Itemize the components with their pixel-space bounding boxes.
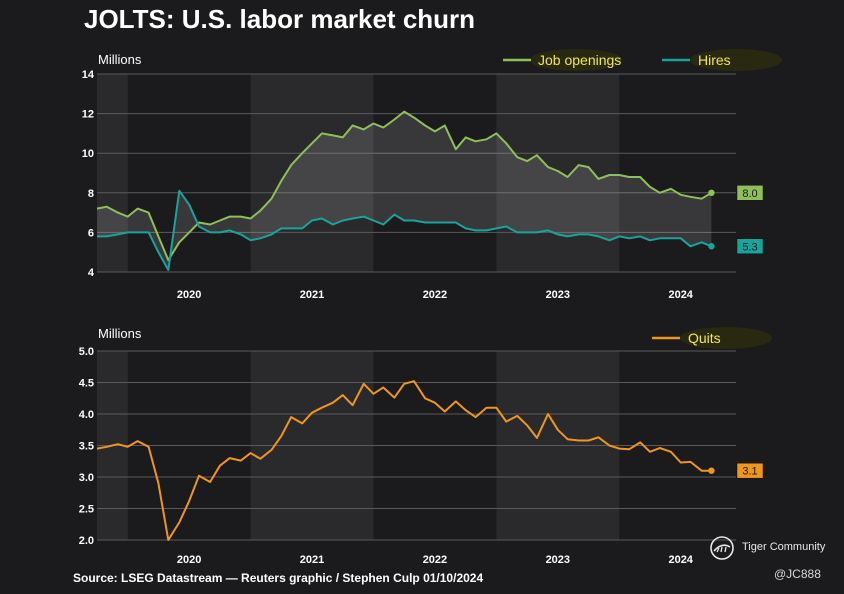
x-tick-label: 2021 <box>300 554 324 566</box>
y-tick-label: 3.5 <box>79 441 94 453</box>
y-tick-label: 4.5 <box>79 378 94 390</box>
hires-line <box>97 189 712 271</box>
y-tick-label: 10 <box>82 148 94 160</box>
x-tick-label: 2024 <box>668 554 693 566</box>
quits-end-label: 3.1 <box>742 466 757 478</box>
x-tick-label: 2023 <box>546 554 570 566</box>
job-openings-legend-label: Job openings <box>538 52 621 68</box>
chart-title: JOLTS: U.S. labor market churn <box>84 4 476 34</box>
user-handle: @JC888 <box>774 567 821 581</box>
y-tick-label: 2.5 <box>79 504 94 516</box>
shaded-band-0 <box>97 74 128 272</box>
source-note: Source: LSEG Datastream — Reuters graphi… <box>73 571 484 585</box>
x-tick-label: 2022 <box>423 554 447 566</box>
quits-legend-label: Quits <box>688 330 721 346</box>
x-tick-label: 2020 <box>177 289 201 301</box>
y-tick-label: 6 <box>88 227 94 239</box>
job-openings-end-label: 8.0 <box>742 188 757 200</box>
hires-end-point <box>708 243 715 250</box>
job-openings-end-label-box <box>736 185 764 201</box>
y-tick-label: 8 <box>88 188 94 200</box>
quits-legend-highlight <box>680 327 772 349</box>
watermark: Tiger Community <box>708 534 838 562</box>
x-tick-label: 2020 <box>177 554 201 566</box>
y-axis-label: Millions <box>98 52 142 67</box>
y-axis-label: Millions <box>98 326 142 341</box>
y-tick-label: 4.0 <box>79 409 94 421</box>
y-tick-label: 12 <box>82 109 94 121</box>
shaded-band-2 <box>496 74 620 272</box>
hires-end-label: 5.3 <box>742 241 757 253</box>
hires-legend-label: Hires <box>698 52 731 68</box>
panel-job-openings-hires: 4 6 8 10 12 14 2020 2021 2022 2023 2024 Millions 8.0… <box>82 49 782 301</box>
openings-hires-gap-area <box>97 111 712 270</box>
y-tick-label: 3.0 <box>79 472 94 484</box>
y-tick-label: 4 <box>88 267 95 279</box>
panel-quits: 2.0 2.5 3.0 3.5 4.0 4.5 5.0 2020 2021 2022 2023 202… <box>79 326 772 566</box>
hires-end-label-box <box>736 238 764 255</box>
x-tick-label: 2024 <box>668 289 693 301</box>
quits-line <box>96 380 712 541</box>
tiger-community-logo-icon <box>710 536 734 560</box>
y-tick-label: 2.0 <box>79 535 94 547</box>
x-tick-label: 2023 <box>546 289 570 301</box>
quits-end-point <box>708 467 715 474</box>
hires-legend-highlight <box>690 49 782 71</box>
job-openings-end-point <box>708 189 715 196</box>
y-tick-label: 5.0 <box>79 346 94 358</box>
watermark-text: Tiger Community <box>742 541 826 553</box>
x-tick-label: 2022 <box>423 289 447 301</box>
quits-end-label-box <box>736 462 764 479</box>
x-tick-label: 2021 <box>300 289 324 301</box>
job-openings-line <box>96 110 712 262</box>
job-openings-legend-highlight <box>530 49 622 71</box>
shaded-band-1 <box>250 74 374 272</box>
y-tick-label: 14 <box>82 69 95 81</box>
